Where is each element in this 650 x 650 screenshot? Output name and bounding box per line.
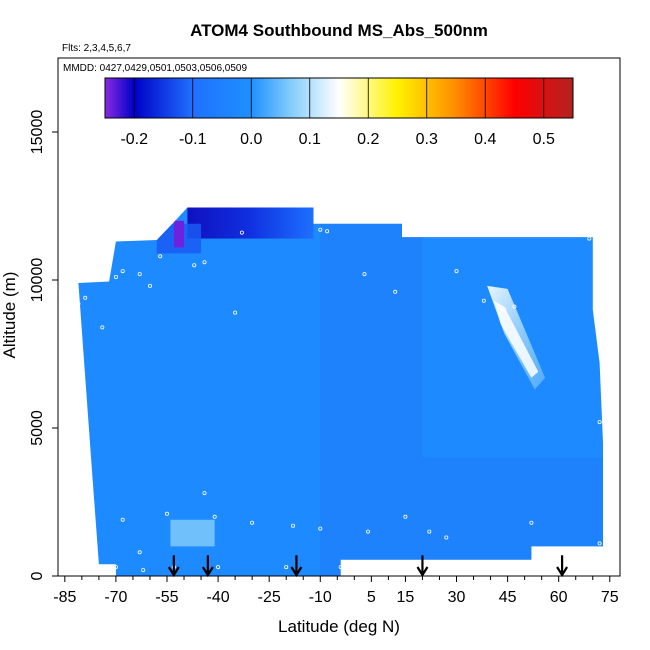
x-tick-label: 75 (601, 589, 619, 606)
observation-point-28 (250, 520, 255, 525)
x-axis-label: Latitude (deg N) (278, 617, 400, 636)
colorbar-gradient (104, 77, 574, 119)
observation-point-10 (393, 289, 398, 294)
observation-point-46 (120, 517, 125, 522)
observation-point-13 (502, 307, 507, 312)
x-tick-label: -55 (155, 589, 178, 606)
observation-point-36 (597, 541, 602, 546)
flight-marker-arrow-2 (290, 555, 303, 578)
x-tick-label: 5 (367, 589, 376, 606)
observation-point-32 (403, 514, 408, 519)
observation-point-20 (113, 274, 118, 279)
observation-point-31 (365, 529, 370, 534)
colorbar-tick-label-4: 0.2 (357, 131, 379, 148)
observation-point-35 (529, 520, 534, 525)
observation-point-37 (137, 550, 142, 555)
x-tick-label: 30 (448, 589, 466, 606)
x-tick-label: 60 (550, 589, 568, 606)
observation-point-8 (325, 229, 330, 234)
x-tick-label: -10 (309, 589, 332, 606)
observation-point-27 (212, 514, 217, 519)
observation-point-2 (158, 254, 163, 259)
plot-frame (57, 57, 621, 577)
observation-point-24 (137, 272, 142, 277)
observation-point-29 (290, 523, 295, 528)
observation-point-12 (481, 298, 486, 303)
observation-point-22 (100, 325, 105, 330)
observation-point-25 (202, 491, 207, 496)
colorbar-tick-label-2: 0.0 (240, 131, 262, 148)
y-axis: 0 5000 10000 15000 (29, 110, 58, 580)
chart-title: ATOM4 Southbound MS_Abs_500nm (190, 21, 488, 40)
colorbar: -0.2 -0.1 0.0 0.1 0.2 0.3 0.4 0.5 (104, 77, 574, 148)
observation-point-21 (147, 283, 152, 288)
flight-marker-arrow-3 (416, 555, 429, 578)
y-tick-label: 15000 (29, 110, 46, 155)
observation-point-3 (192, 263, 197, 268)
field-shade-lower-north (422, 457, 603, 576)
colorbar-tick-label-7: 0.5 (533, 131, 555, 148)
y-axis-label: Altitude (m) (0, 272, 19, 359)
observation-point-15 (587, 236, 592, 241)
observation-point-5 (239, 230, 244, 235)
observation-point-26 (164, 511, 169, 516)
flight-markers (167, 555, 569, 578)
observation-point-14 (512, 304, 517, 309)
y-tick-label: 10000 (29, 258, 46, 303)
flight-marker-arrow-1 (201, 555, 214, 578)
observation-point-43 (338, 565, 343, 570)
observation-point-30 (318, 526, 323, 531)
feature-plume-core (494, 300, 539, 378)
observation-point-4 (202, 260, 207, 265)
field-shade-central (320, 207, 423, 576)
observation-point-23 (233, 310, 238, 315)
x-axis: -85 -70 -55 -40 -25 -10 5 15 30 45 60 75 (53, 576, 619, 606)
flights-subtitle: Flts: 2,3,4,5,6,7 (62, 43, 131, 54)
observation-point-17 (83, 295, 88, 300)
observation-point-34 (444, 535, 449, 540)
observation-point-1 (141, 235, 146, 240)
observation-point-18 (76, 301, 81, 306)
observation-point-44 (389, 563, 394, 568)
observation-point-45 (597, 420, 602, 425)
observation-point-7 (318, 227, 323, 232)
observation-point-16 (86, 277, 91, 282)
feature-purple-spot (173, 220, 185, 248)
x-tick-label: -25 (258, 589, 281, 606)
x-tick-label: -70 (104, 589, 127, 606)
observation-point-0 (107, 233, 112, 238)
x-tick-label: 45 (499, 589, 517, 606)
flight-marker-arrow-0 (167, 555, 180, 578)
observation-point-39 (141, 568, 146, 573)
observation-point-42 (284, 565, 289, 570)
x-tick-label: -85 (53, 589, 76, 606)
observation-point-11 (454, 269, 459, 274)
observation-point-38 (113, 565, 118, 570)
colorbar-tick-label-5: 0.3 (416, 131, 438, 148)
colorbar-tick-label-1: -0.1 (179, 131, 207, 148)
observation-point-41 (216, 565, 221, 570)
feature-low-level-patch (170, 519, 215, 547)
y-tick-label: 0 (29, 571, 46, 580)
feature-high-altitude-band (187, 207, 314, 239)
dates-subtitle: MMDD: 0427,0429,0501,0503,0506,0509 (63, 63, 247, 74)
observation-point-19 (120, 269, 125, 274)
colorbar-tick-label-3: 0.1 (299, 131, 321, 148)
flight-marker-arrow-4 (556, 555, 569, 578)
observation-point-9 (362, 272, 367, 277)
x-tick-label: -40 (207, 589, 230, 606)
observation-point-33 (427, 529, 432, 534)
observation-point-6 (335, 206, 340, 211)
colorbar-tick-label-0: -0.2 (120, 131, 148, 148)
x-tick-label: 15 (397, 589, 415, 606)
colorbar-tick-label-6: 0.4 (474, 131, 496, 148)
y-tick-label: 5000 (29, 410, 46, 446)
